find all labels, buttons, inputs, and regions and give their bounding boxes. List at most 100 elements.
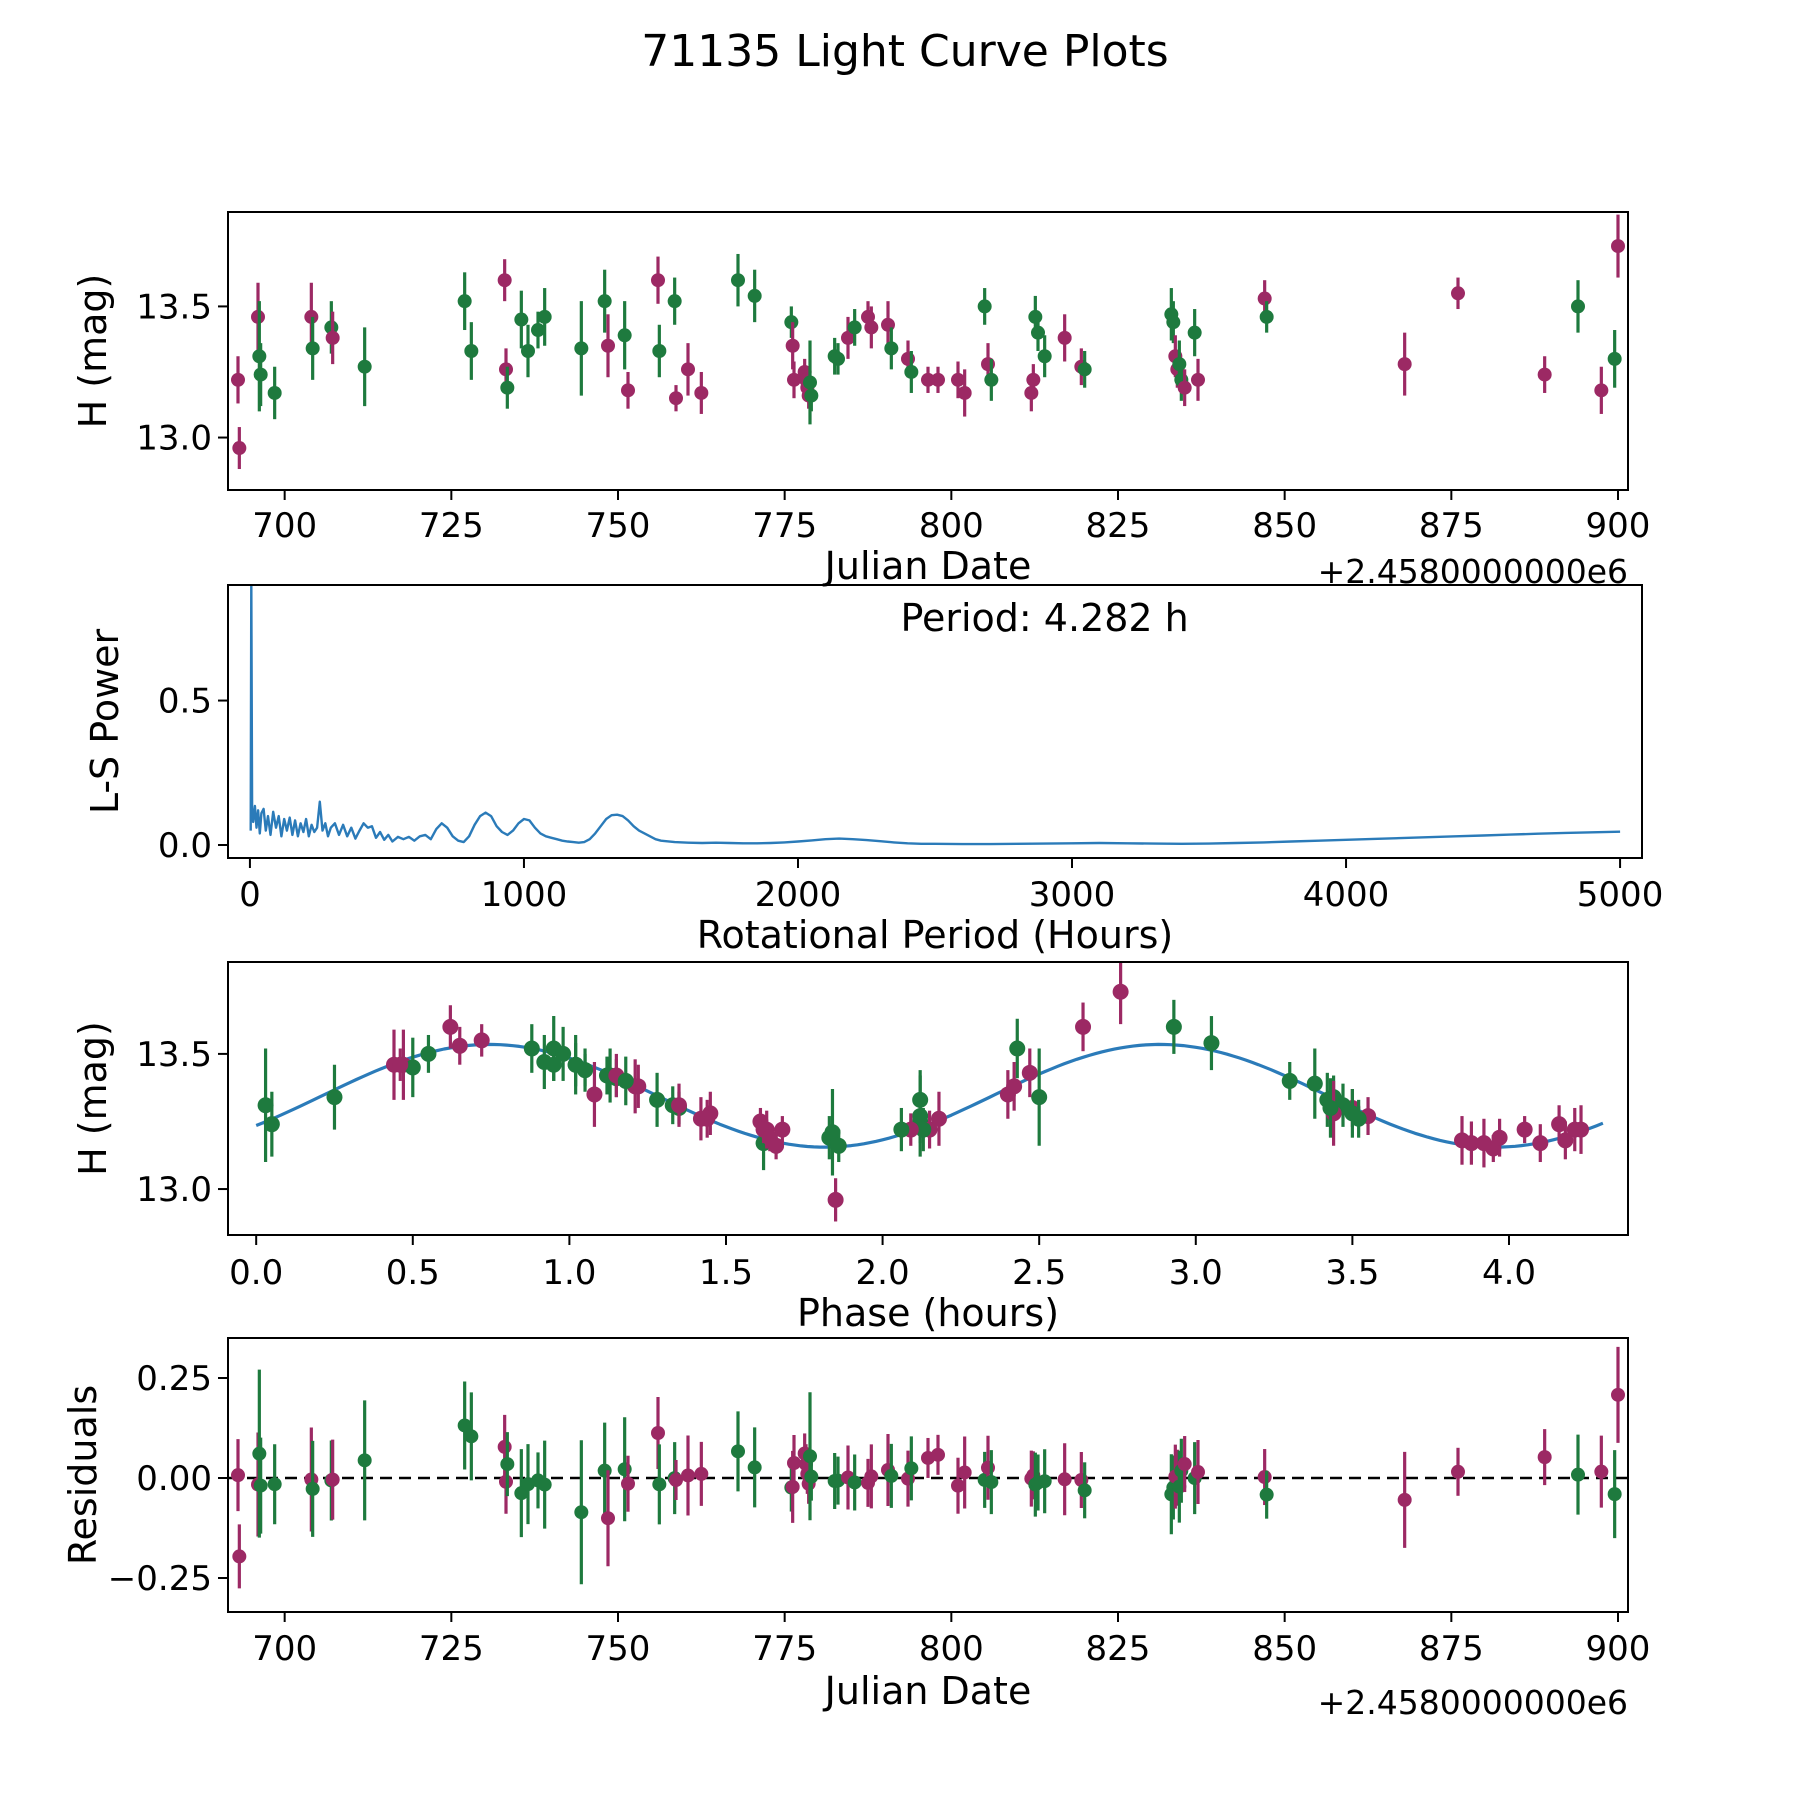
x-tick-label: 800 — [919, 506, 984, 546]
data-point — [651, 273, 665, 288]
data-point — [597, 294, 612, 309]
data-point — [1057, 1472, 1072, 1487]
x-tick-label: 825 — [1086, 1629, 1151, 1669]
x-tick-label: 0 — [239, 875, 261, 915]
x-tick-label: 700 — [252, 506, 317, 546]
data-point — [1165, 1018, 1182, 1035]
data-point — [464, 344, 479, 358]
data-point — [1259, 309, 1274, 324]
data-point — [1024, 385, 1039, 400]
data-point — [1451, 286, 1465, 301]
data-point — [253, 1478, 268, 1493]
data-point — [523, 1040, 540, 1057]
data-point — [267, 385, 282, 400]
data-point — [1532, 1135, 1549, 1152]
residuals-content — [228, 1346, 1628, 1589]
data-point — [404, 1059, 421, 1076]
periodogram-line — [249, 585, 1621, 846]
data-point — [824, 1124, 841, 1141]
data-point — [1166, 315, 1181, 330]
data-point — [652, 344, 667, 358]
data-point — [500, 380, 515, 395]
data-point — [1607, 1487, 1622, 1502]
figure-title: 71135 Light Curve Plots — [641, 26, 1168, 77]
data-point — [1203, 1035, 1220, 1052]
phase-axes-box — [227, 961, 1629, 1236]
periodogram-content — [249, 585, 1621, 846]
data-point — [884, 1468, 899, 1483]
data-point — [1037, 1474, 1052, 1489]
data-point — [473, 1032, 490, 1049]
data-point — [325, 330, 340, 345]
data-point — [326, 1089, 343, 1106]
data-point — [1191, 372, 1205, 387]
data-point — [1571, 1467, 1585, 1482]
plot-periodogram: 0 1000 2000 3000 4000 5000 0.0 0.5 Rotational Pe… — [83, 584, 1663, 957]
data-point — [651, 1426, 665, 1440]
data-point — [1491, 1129, 1508, 1146]
x-tick-label: 725 — [419, 1629, 484, 1669]
lightcurve-ylabel: H (mag) — [71, 274, 115, 429]
x-tick-label: 900 — [1586, 506, 1651, 546]
data-point — [1475, 1135, 1492, 1152]
data-point — [617, 1072, 634, 1089]
data-point — [1611, 1387, 1625, 1402]
data-point — [893, 1121, 910, 1138]
data-point — [1026, 372, 1041, 387]
data-point — [1009, 1040, 1026, 1057]
data-point — [1566, 1121, 1583, 1138]
data-point — [847, 1475, 862, 1490]
x-tick-label: 750 — [586, 1629, 651, 1669]
data-point — [1322, 1099, 1339, 1116]
data-point — [1611, 239, 1625, 254]
data-point — [555, 1045, 572, 1062]
data-point — [1281, 1072, 1298, 1089]
plot-lightcurve: 700 725 750 775 800 825 850 875 900 13.0 13.5 Julia… — [71, 211, 1651, 591]
y-tick-label: 0.25 — [136, 1359, 212, 1399]
data-point — [669, 391, 683, 406]
data-point — [531, 323, 545, 338]
data-point — [1187, 325, 1202, 340]
data-point — [537, 1477, 552, 1492]
x-tick-label: 3.0 — [1169, 1253, 1223, 1293]
data-point — [1177, 380, 1192, 395]
data-point — [1257, 291, 1272, 306]
phase-ylabel: H (mag) — [71, 1021, 115, 1176]
data-point — [951, 1478, 965, 1493]
x-tick-label: 1.5 — [699, 1253, 753, 1293]
data-point — [500, 1457, 515, 1472]
data-point — [1257, 1470, 1272, 1485]
x-tick-label: 825 — [1086, 506, 1151, 546]
x-tick-label: 725 — [419, 506, 484, 546]
data-point — [1191, 1465, 1205, 1480]
data-point — [731, 273, 745, 288]
data-point — [1594, 1464, 1609, 1479]
data-point — [830, 1137, 847, 1154]
data-point — [652, 1477, 667, 1492]
data-point — [804, 388, 819, 403]
data-point — [1112, 983, 1129, 1000]
data-point — [586, 1086, 603, 1103]
data-point — [864, 1469, 879, 1484]
data-point — [785, 338, 800, 353]
y-tick-label: −0.25 — [108, 1559, 212, 1599]
lightcurve-content — [231, 214, 1625, 470]
data-point — [617, 328, 632, 343]
phase-xlabel: Phase (hours) — [797, 1291, 1059, 1335]
x-tick-label: 0.0 — [229, 1253, 283, 1293]
data-point — [694, 1466, 709, 1481]
data-point — [1077, 362, 1092, 377]
data-point — [931, 1447, 945, 1462]
data-point — [1077, 1483, 1092, 1498]
data-point — [831, 351, 845, 366]
data-point — [1397, 357, 1412, 372]
data-point — [731, 1444, 745, 1459]
y-tick-label: 0.0 — [158, 826, 212, 866]
x-tick-label: 4000 — [1303, 875, 1390, 915]
data-point — [1075, 1018, 1092, 1035]
data-point — [669, 1473, 683, 1487]
data-point — [537, 309, 552, 324]
data-point — [1537, 1450, 1552, 1465]
data-point — [694, 385, 709, 400]
